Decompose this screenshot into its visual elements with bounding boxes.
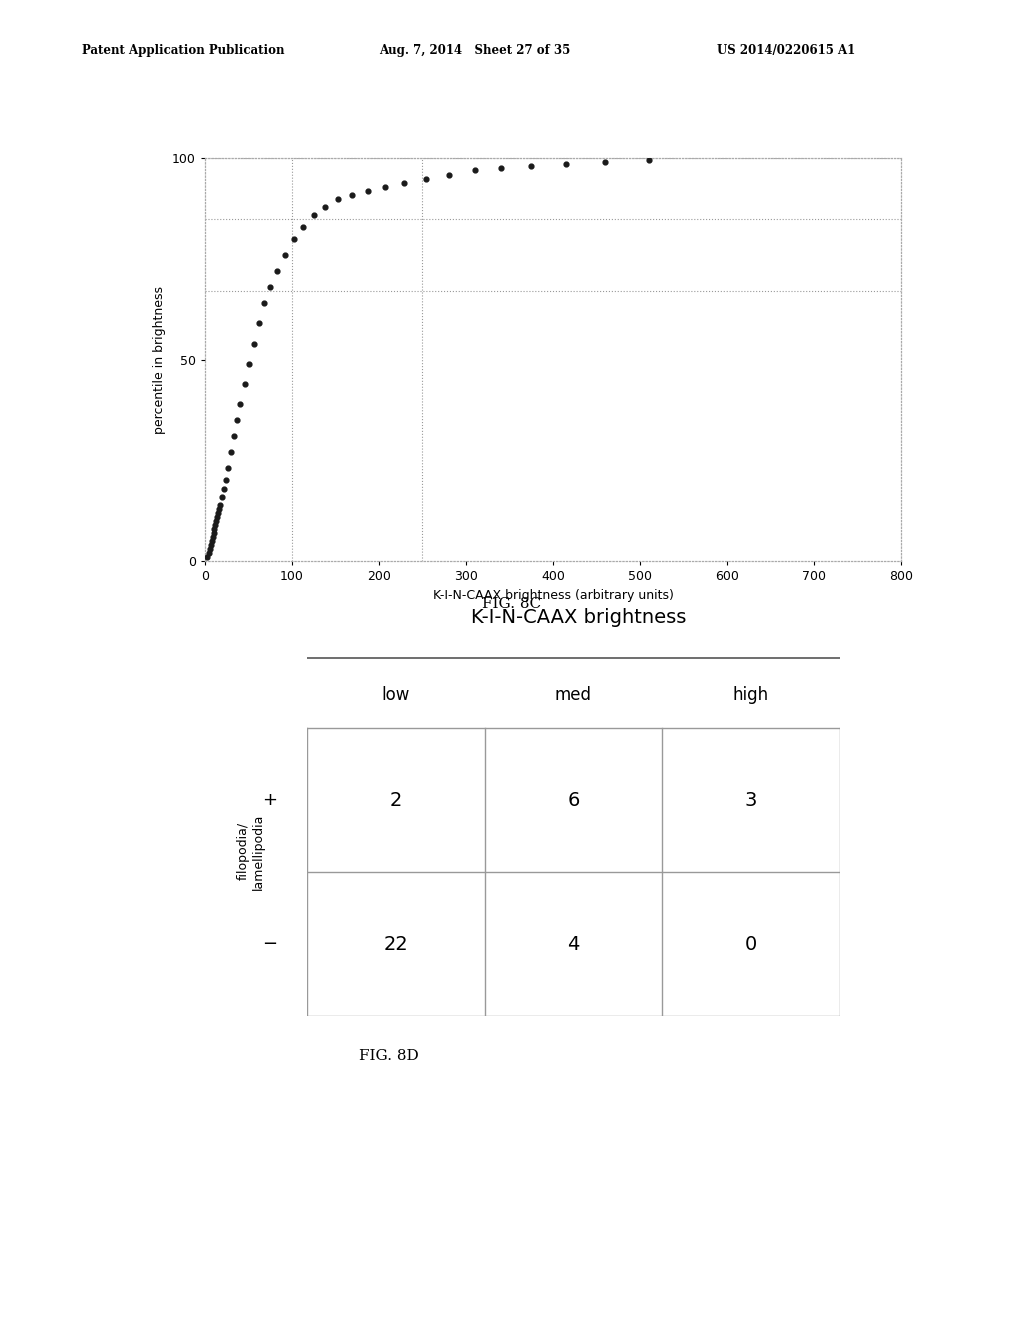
- Point: [344, 183, 360, 205]
- Point: [251, 313, 267, 334]
- Point: [202, 539, 218, 560]
- Point: [216, 478, 232, 499]
- Point: [418, 168, 434, 189]
- Point: [228, 409, 245, 430]
- Point: [330, 189, 346, 210]
- Point: [207, 515, 223, 536]
- Y-axis label: percentile in brightness: percentile in brightness: [154, 285, 166, 434]
- Point: [205, 523, 222, 544]
- Point: [276, 244, 293, 265]
- Point: [203, 535, 219, 556]
- Point: [641, 150, 657, 172]
- Point: [210, 502, 226, 523]
- Text: low: low: [382, 686, 411, 704]
- Point: [217, 470, 233, 491]
- Point: [204, 531, 220, 552]
- Point: [212, 494, 228, 515]
- Point: [201, 543, 217, 564]
- Point: [359, 180, 376, 201]
- Point: [396, 172, 413, 193]
- Point: [295, 216, 311, 238]
- Text: med: med: [555, 686, 592, 704]
- Point: [246, 333, 262, 354]
- Point: [286, 228, 302, 249]
- Text: 4: 4: [567, 935, 580, 954]
- Text: Patent Application Publication: Patent Application Publication: [82, 44, 285, 57]
- Text: Aug. 7, 2014   Sheet 27 of 35: Aug. 7, 2014 Sheet 27 of 35: [379, 44, 570, 57]
- Text: FIG. 8C: FIG. 8C: [482, 597, 542, 611]
- Point: [597, 152, 613, 173]
- Point: [241, 354, 257, 375]
- Text: high: high: [733, 686, 769, 704]
- Point: [467, 160, 483, 181]
- Point: [558, 154, 574, 176]
- Text: filopodia/
lamellipodia: filopodia/ lamellipodia: [237, 813, 265, 890]
- Point: [377, 176, 393, 197]
- Text: −: −: [262, 936, 278, 953]
- Point: [200, 546, 216, 568]
- Point: [269, 260, 286, 281]
- Point: [205, 527, 221, 548]
- Point: [208, 511, 224, 532]
- Point: [305, 205, 322, 226]
- Point: [220, 458, 237, 479]
- Text: 0: 0: [744, 935, 757, 954]
- Text: +: +: [262, 791, 278, 809]
- Point: [440, 164, 457, 185]
- Point: [206, 519, 222, 540]
- Point: [225, 425, 242, 446]
- Point: [316, 197, 333, 218]
- X-axis label: K-I-N-CAAX brightness (arbitrary units): K-I-N-CAAX brightness (arbitrary units): [432, 589, 674, 602]
- Point: [262, 277, 279, 298]
- Text: K-I-N-CAAX brightness: K-I-N-CAAX brightness: [471, 609, 686, 627]
- Point: [209, 506, 225, 527]
- Point: [237, 374, 253, 395]
- Text: 22: 22: [384, 935, 409, 954]
- Text: 2: 2: [390, 791, 402, 809]
- Point: [523, 156, 540, 177]
- Point: [214, 486, 230, 507]
- Text: 6: 6: [567, 791, 580, 809]
- Point: [256, 293, 272, 314]
- Point: [211, 498, 227, 519]
- Text: 3: 3: [744, 791, 757, 809]
- Point: [223, 442, 240, 463]
- Point: [232, 393, 249, 414]
- Point: [493, 158, 509, 180]
- Text: US 2014/0220615 A1: US 2014/0220615 A1: [717, 44, 855, 57]
- Text: FIG. 8D: FIG. 8D: [359, 1049, 419, 1064]
